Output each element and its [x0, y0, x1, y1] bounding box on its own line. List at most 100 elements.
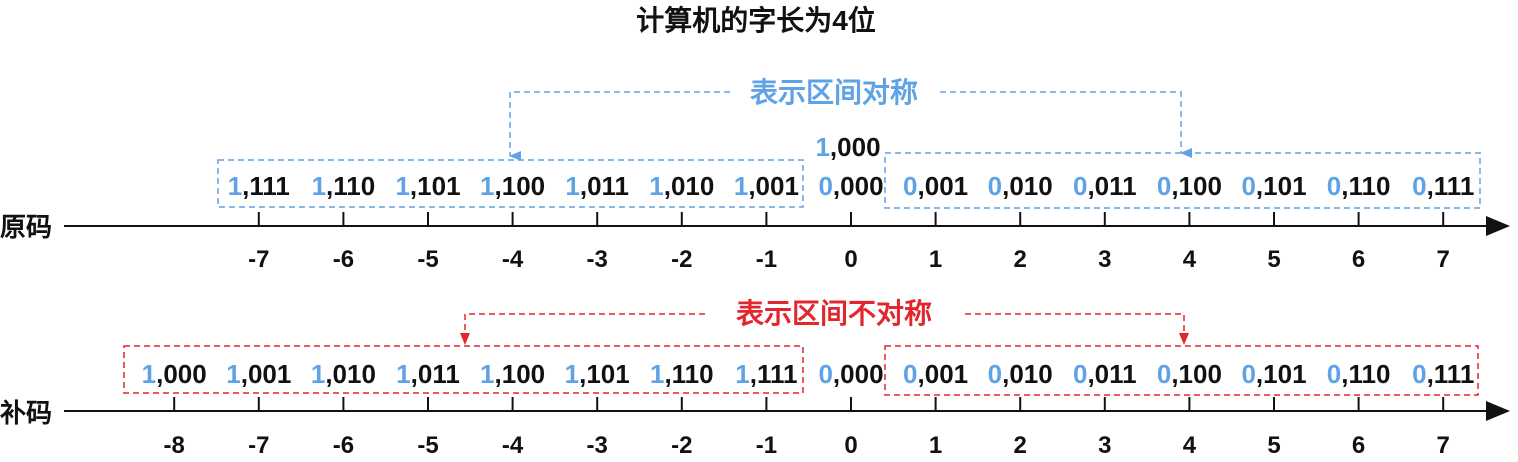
- sign-bit: 1: [735, 359, 749, 389]
- magnitude-bits: ,011: [1087, 171, 1136, 201]
- tick-label: -2: [671, 246, 692, 273]
- magnitude-bits: ,000: [833, 171, 884, 201]
- magnitude-bits: ,011: [411, 359, 460, 389]
- sign-bit: 0: [1327, 359, 1341, 389]
- sign-bit: 0: [1241, 171, 1255, 201]
- sign-bit: 0: [1157, 359, 1171, 389]
- tick-label: 0: [844, 432, 857, 459]
- tick-label: 2: [1014, 246, 1027, 273]
- binary-code: 1,001: [226, 359, 291, 389]
- magnitude-bits: ,010: [664, 171, 715, 201]
- sign-bit: 0: [1073, 359, 1087, 389]
- binary-code: 0,010: [988, 359, 1053, 389]
- sign-bit: 0: [1412, 359, 1426, 389]
- sign-bit: 0: [1241, 359, 1255, 389]
- sign-bit: 0: [818, 359, 832, 389]
- tick-label: -6: [333, 432, 354, 459]
- binary-code: 0,110: [1327, 359, 1391, 389]
- magnitude-bits: ,000: [833, 359, 884, 389]
- magnitude-bits: ,010: [325, 359, 376, 389]
- binary-code: 0,010: [988, 171, 1053, 201]
- binary-code: 1,101: [395, 171, 460, 201]
- tick-label: -7: [248, 432, 269, 459]
- sign-bit: 1: [734, 171, 748, 201]
- binary-code: 0,111: [1412, 359, 1474, 389]
- sign-bit: 1: [395, 171, 409, 201]
- magnitude-bits: ,100: [1171, 359, 1222, 389]
- tick-label: 5: [1267, 246, 1280, 273]
- binary-code: 1,111: [735, 359, 797, 389]
- magnitude-bits: ,101: [579, 359, 630, 389]
- tick-label: 1: [929, 432, 942, 459]
- tick-label: 5: [1267, 432, 1280, 459]
- magnitude-bits: ,000: [156, 359, 207, 389]
- tick-label: 0: [844, 246, 857, 273]
- binary-code: 0,101: [1241, 171, 1306, 201]
- binary-code: 1,110: [312, 171, 376, 201]
- tick-label: -1: [756, 432, 777, 459]
- binary-code: 0,011: [1073, 359, 1137, 389]
- binary-code: 1,001: [734, 171, 799, 201]
- binary-code: 0,001: [903, 171, 968, 201]
- binary-code: 1,100: [480, 359, 545, 389]
- sign-bit: 1: [565, 171, 579, 201]
- magnitude-bits: ,010: [1002, 171, 1053, 201]
- magnitude-bits: ,100: [495, 171, 546, 201]
- magnitude-bits: ,101: [1256, 359, 1307, 389]
- magnitude-bits: ,111: [750, 359, 798, 389]
- magnitude-bits: ,111: [1427, 359, 1475, 389]
- tick-label: 1: [929, 246, 942, 273]
- twos-complement-row: 补码 表示区间不对称 -8 -7 -6 -5 -4 -3 -2 -1 0 1 2 3 4 5 6 71,000…: [0, 298, 1510, 459]
- binary-code: 1,011: [565, 171, 629, 201]
- magnitude-bits: ,111: [1427, 171, 1475, 201]
- sign-bit: 1: [650, 359, 664, 389]
- asymmetric-bracket-left: [460, 313, 705, 345]
- magnitude-bits: ,011: [580, 171, 629, 201]
- symmetric-bracket-left: [509, 91, 730, 161]
- magnitude-bits: ,100: [1171, 171, 1222, 201]
- binary-code: 0,011: [1073, 171, 1137, 201]
- symmetric-bracket-right: [940, 91, 1192, 158]
- magnitude-bits: ,011: [1087, 359, 1136, 389]
- tick-label: 3: [1098, 432, 1111, 459]
- sign-bit: 0: [1157, 171, 1171, 201]
- asymmetric-bracket-right: [965, 313, 1189, 345]
- binary-code: 1,111: [228, 171, 290, 201]
- tick-label: -6: [333, 246, 354, 273]
- sign-bit: 0: [903, 359, 917, 389]
- binary-code: 1,100: [480, 171, 545, 201]
- binary-code: 0,101: [1241, 359, 1306, 389]
- tick-label: -3: [587, 432, 608, 459]
- sign-bit: 1: [311, 359, 325, 389]
- tick-label: -8: [164, 432, 185, 459]
- magnitude-bits: ,100: [495, 359, 546, 389]
- positive-range-box: [884, 152, 1481, 209]
- negative-range-box: [123, 345, 804, 394]
- tick-label: -1: [756, 246, 777, 273]
- binary-code: 0,000: [818, 171, 883, 201]
- binary-code: 1,101: [565, 359, 630, 389]
- magnitude-bits: ,001: [748, 171, 799, 201]
- sign-bit: 0: [988, 171, 1002, 201]
- binary-code: 0,000: [818, 359, 883, 389]
- magnitude-bits: ,101: [1256, 171, 1307, 201]
- binary-code: 0,111: [1412, 171, 1474, 201]
- sign-bit: 1: [815, 132, 829, 162]
- magnitude-bits: ,101: [410, 171, 461, 201]
- sign-bit: 1: [649, 171, 663, 201]
- tick-label: -5: [417, 246, 438, 273]
- sign-bit: 1: [480, 171, 494, 201]
- sign-bit: 1: [480, 359, 494, 389]
- tick-label: 7: [1437, 246, 1450, 273]
- asymmetric-annotation: 表示区间不对称: [736, 298, 932, 329]
- tick-label: -4: [502, 246, 524, 273]
- tick-label: -5: [417, 432, 438, 459]
- twos-complement-label: 补码: [0, 398, 52, 428]
- binary-code: 1,010: [311, 359, 376, 389]
- sign-bit: 1: [312, 171, 326, 201]
- binary-code: 0,100: [1157, 171, 1222, 201]
- magnitude-bits: ,110: [326, 171, 375, 201]
- magnitude-bits: ,001: [241, 359, 292, 389]
- sign-bit: 0: [1327, 171, 1341, 201]
